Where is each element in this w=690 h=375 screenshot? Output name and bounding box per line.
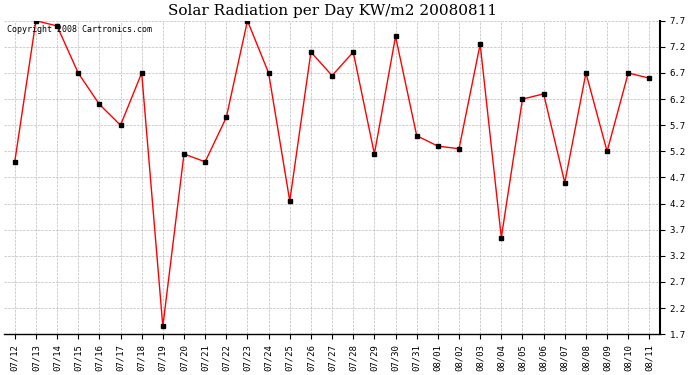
Title: Solar Radiation per Day KW/m2 20080811: Solar Radiation per Day KW/m2 20080811 [168, 4, 497, 18]
Text: Copyright 2008 Cartronics.com: Copyright 2008 Cartronics.com [8, 26, 152, 34]
